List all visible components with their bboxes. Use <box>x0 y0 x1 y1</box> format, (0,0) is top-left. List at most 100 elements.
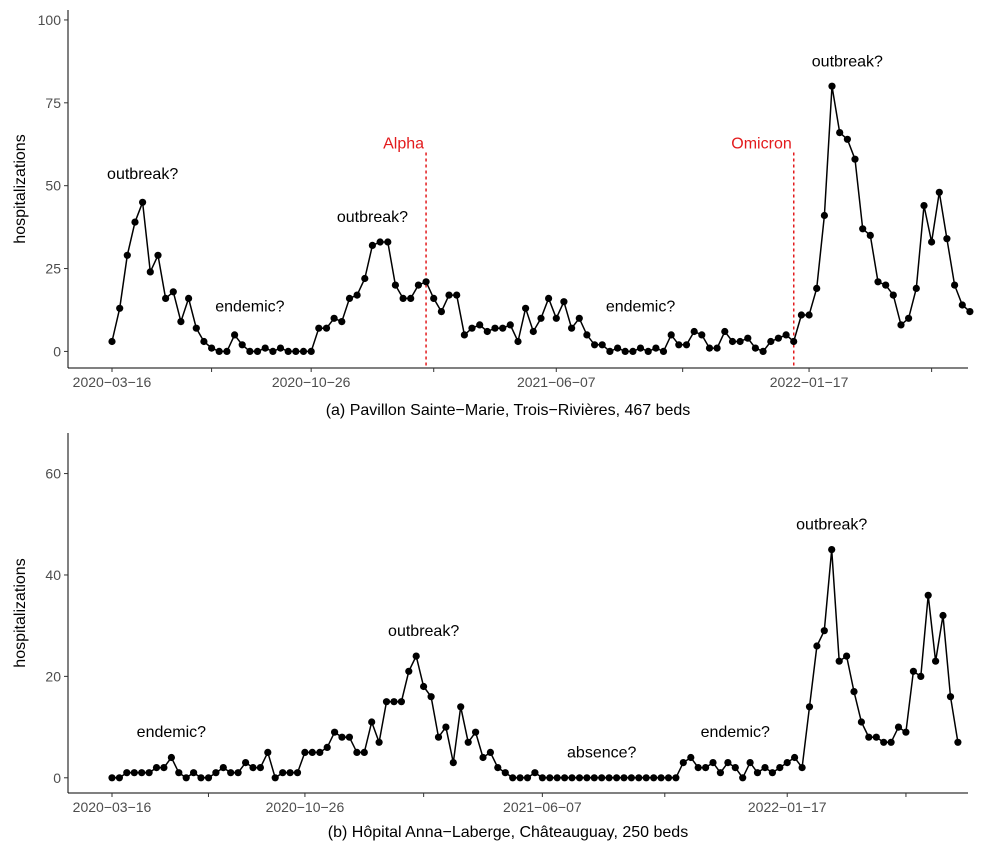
data-point <box>453 291 461 299</box>
data-point <box>724 759 732 767</box>
data-point <box>909 667 918 675</box>
data-point <box>679 759 687 767</box>
data-point <box>123 251 131 259</box>
data-point <box>872 733 880 741</box>
data-point <box>739 774 747 782</box>
data-point <box>182 774 190 782</box>
data-point <box>546 774 554 782</box>
x-tick-label: 2021−06−07 <box>517 374 596 390</box>
x-tick-label: 2022−01−17 <box>748 799 827 815</box>
data-point <box>882 281 890 289</box>
data-point <box>917 672 925 681</box>
x-tick-label: 2022−01−17 <box>770 374 849 390</box>
data-point <box>368 718 376 726</box>
data-point <box>279 769 287 777</box>
data-point <box>204 774 213 782</box>
data-point <box>664 774 673 782</box>
data-point <box>627 774 636 782</box>
data-point <box>242 759 250 767</box>
data-point <box>445 291 453 299</box>
data-point <box>376 238 384 246</box>
y-tick-label: 100 <box>38 12 62 28</box>
data-point <box>238 341 246 349</box>
data-point <box>345 733 353 741</box>
data-point <box>108 337 116 346</box>
data-point <box>256 764 264 772</box>
data-point <box>167 753 175 762</box>
data-point <box>874 278 882 286</box>
data-point <box>499 324 507 332</box>
data-point <box>529 327 537 336</box>
data-point <box>687 753 695 762</box>
data-point <box>494 764 502 772</box>
data-point <box>865 733 873 741</box>
data-point <box>568 774 576 782</box>
data-point <box>154 251 162 259</box>
data-point <box>682 341 691 349</box>
data-point <box>694 764 702 772</box>
data-point <box>850 688 858 696</box>
data-point <box>457 703 465 711</box>
data-point <box>928 238 936 246</box>
data-point <box>130 769 138 777</box>
data-point <box>353 748 361 757</box>
data-point <box>246 347 254 355</box>
data-point <box>932 657 940 665</box>
data-point <box>690 327 698 336</box>
data-point <box>702 764 710 772</box>
data-point <box>115 774 123 782</box>
data-point <box>621 347 629 355</box>
y-axis-label: hospitalizations <box>12 558 29 667</box>
data-point <box>575 774 584 782</box>
data-point <box>422 278 430 286</box>
data-point <box>889 291 897 299</box>
data-point <box>509 774 517 782</box>
annotation-label: outbreak? <box>337 209 408 226</box>
data-point <box>783 759 791 767</box>
data-point <box>361 274 369 283</box>
data-point <box>271 774 279 782</box>
data-point <box>843 135 852 143</box>
data-point <box>843 652 851 660</box>
annotation-label: endemic? <box>606 299 675 316</box>
data-point <box>857 718 866 726</box>
data-point <box>523 774 532 782</box>
annotation-label: outbreak? <box>812 53 883 70</box>
data-point <box>935 188 943 196</box>
data-point <box>284 347 292 355</box>
data-point <box>308 748 316 757</box>
y-axis-label: hospitalizations <box>12 134 29 243</box>
data-point <box>776 764 784 772</box>
data-point <box>261 344 269 352</box>
data-point <box>813 642 821 650</box>
data-point <box>407 294 415 302</box>
data-point <box>414 281 422 289</box>
data-point <box>713 344 721 352</box>
data-point <box>798 764 806 772</box>
panel-a-pavillon-sainte-marie: 0 25 50 75 100 2020−03−16 2020−10−26 2021−06−07… <box>12 10 974 419</box>
data-point <box>292 347 300 355</box>
data-point <box>836 129 844 137</box>
data-point <box>851 155 859 163</box>
data-point <box>323 743 331 752</box>
data-point <box>234 769 242 777</box>
data-point <box>644 347 652 355</box>
data-point <box>249 764 257 772</box>
data-point <box>434 733 443 741</box>
data-point <box>276 344 285 352</box>
data-point <box>338 733 346 741</box>
data-point <box>190 769 198 777</box>
data-point <box>805 311 813 319</box>
x-tick-label: 2020−10−26 <box>272 374 351 390</box>
data-point <box>560 298 568 306</box>
data-point <box>269 347 277 355</box>
annotation-label: outbreak? <box>796 516 867 533</box>
data-point <box>460 331 468 339</box>
data-point <box>920 202 928 210</box>
data-point <box>338 318 346 326</box>
data-point <box>382 698 391 706</box>
data-point <box>650 774 658 782</box>
series-line <box>112 549 959 780</box>
annotation-label: outbreak? <box>388 623 459 640</box>
data-point <box>384 238 392 246</box>
